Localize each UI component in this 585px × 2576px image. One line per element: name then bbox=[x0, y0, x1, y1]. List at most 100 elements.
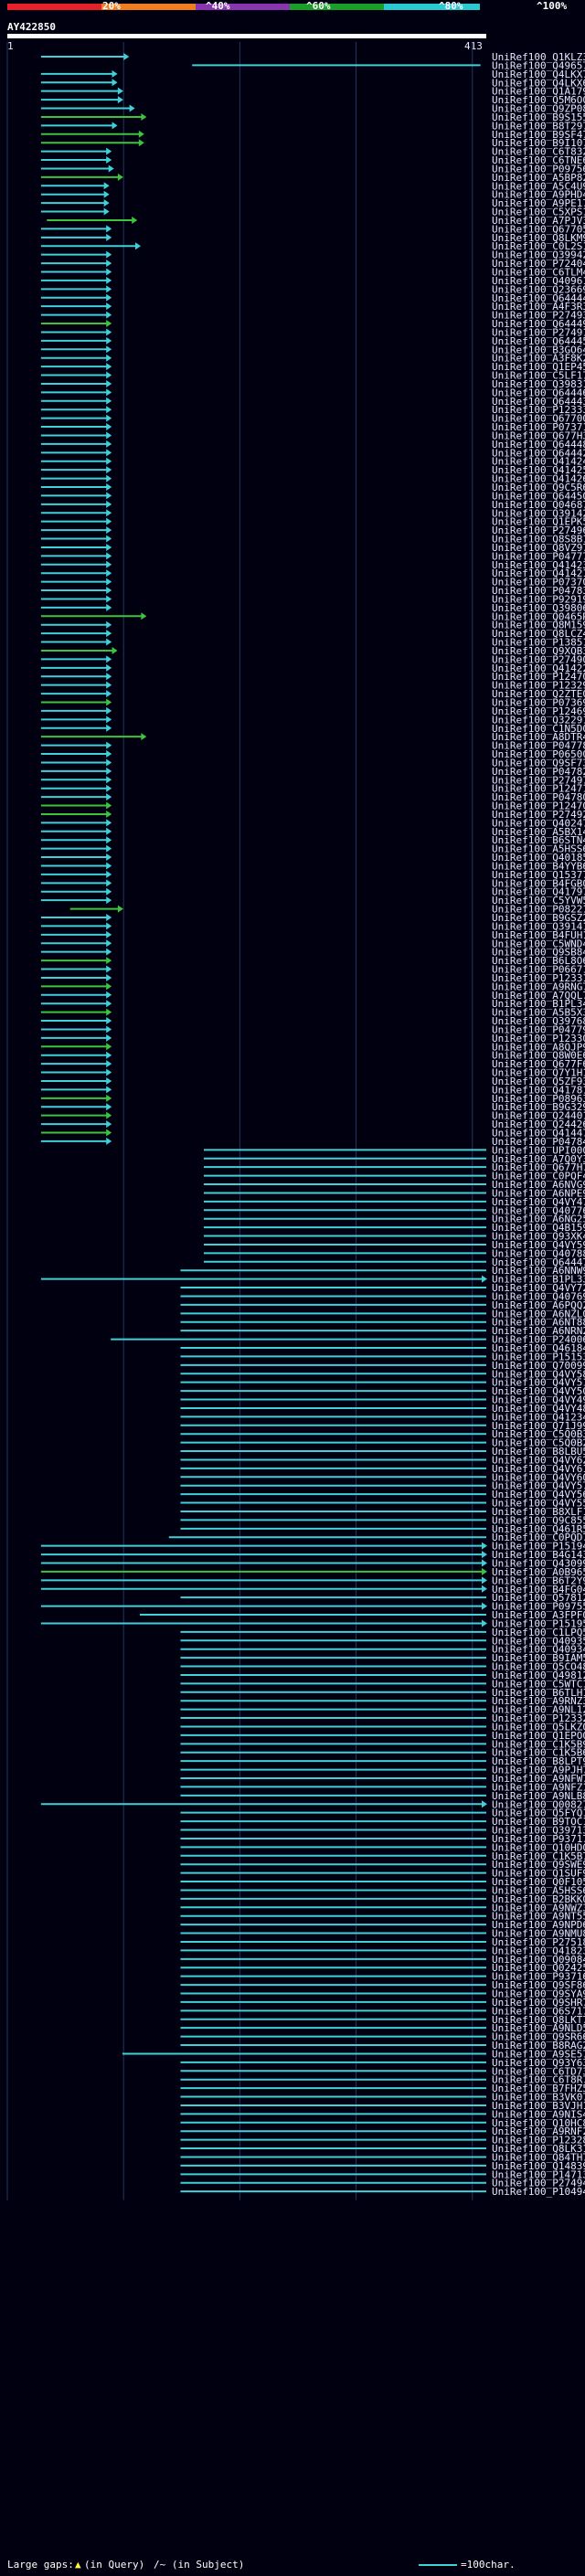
hit-row[interactable]: UniRef100_B7FHZ5 bbox=[180, 2083, 585, 2094]
hit-row[interactable]: UniRef100_C5WTC1 bbox=[180, 1678, 585, 1690]
hit-label[interactable]: UniRef100_P04783 bbox=[492, 585, 585, 597]
hit-row[interactable]: UniRef100_P27518 bbox=[180, 1936, 585, 1948]
hit-row[interactable]: UniRef100_Q0465R bbox=[40, 610, 585, 622]
hit-label[interactable]: UniRef100_A9NWZ3 bbox=[492, 1902, 585, 1913]
hit-label[interactable]: UniRef100_B9I107 bbox=[492, 137, 585, 149]
hit-row[interactable]: UniRef100_Q15377 bbox=[40, 869, 585, 881]
hit-label[interactable]: UniRef100_Q9SB84 bbox=[492, 947, 585, 959]
hit-label[interactable]: UniRef100_Q64449 bbox=[492, 318, 585, 330]
hit-label[interactable]: UniRef100_B8RAG2 bbox=[492, 2040, 585, 2051]
hit-row[interactable]: UniRef100_A6NVG9 bbox=[203, 1179, 585, 1191]
hit-row[interactable]: UniRef100_A9PJH7 bbox=[180, 1765, 585, 1776]
hit-label[interactable]: UniRef100_B9G329 bbox=[492, 1101, 585, 1113]
hit-label[interactable]: UniRef100_A4F3R3 bbox=[492, 301, 585, 313]
hit-row[interactable]: UniRef100_B9G329 bbox=[40, 1101, 585, 1113]
hit-label[interactable]: UniRef100_P08221 bbox=[492, 904, 585, 916]
hit-row[interactable]: UniRef100_A9NFW7 bbox=[180, 1773, 585, 1785]
hit-label[interactable]: UniRef100_Q64450 bbox=[492, 490, 585, 502]
hit-label[interactable]: UniRef100_B8XLF1 bbox=[492, 1506, 585, 1518]
hit-row[interactable]: UniRef100_B9GSZ2 bbox=[40, 912, 585, 924]
hit-label[interactable]: UniRef100_Q9SYA9 bbox=[492, 1988, 585, 2000]
hit-row[interactable]: UniRef100_A3FPF0 bbox=[139, 1609, 585, 1621]
hit-row[interactable]: UniRef100_P07370 bbox=[40, 577, 585, 588]
hit-label[interactable]: UniRef100_Q64447 bbox=[492, 1256, 585, 1268]
hit-row[interactable]: UniRef100_Q1A179 bbox=[40, 86, 585, 98]
hit-row[interactable]: UniRef100_B8T297 bbox=[40, 120, 585, 132]
hit-row[interactable]: UniRef100_A5B5X3 bbox=[40, 1007, 585, 1019]
hit-label[interactable]: UniRef100_B9S155 bbox=[492, 111, 585, 123]
hit-row[interactable]: UniRef100_Q1EPO0 bbox=[180, 1730, 585, 1742]
hit-label[interactable]: UniRef100_C5WTC1 bbox=[492, 1678, 585, 1690]
hit-row[interactable]: UniRef100_Q64450 bbox=[40, 490, 585, 502]
hit-label[interactable]: UniRef100_Q67705 bbox=[492, 223, 585, 235]
hit-label[interactable]: UniRef100_A8QJP9 bbox=[492, 1041, 585, 1053]
hit-row[interactable]: UniRef100_P04780 bbox=[40, 791, 585, 803]
hit-label[interactable]: UniRef100_P12471 bbox=[492, 783, 585, 795]
hit-label[interactable]: UniRef100_Q46184 bbox=[492, 1342, 585, 1354]
hit-row[interactable]: UniRef100_A6NG25 bbox=[203, 1214, 585, 1225]
hit-label[interactable]: UniRef100_A0B965 bbox=[492, 1566, 585, 1578]
hit-label[interactable]: UniRef100_Q24401 bbox=[492, 1110, 585, 1122]
hit-row[interactable]: UniRef100_Q64446 bbox=[40, 387, 585, 398]
hit-row[interactable]: UniRef100_B3VK07 bbox=[180, 2092, 585, 2104]
hit-label[interactable]: UniRef100_Q9C5R6 bbox=[492, 482, 585, 493]
hit-row[interactable]: UniRef100_C6T832 bbox=[40, 146, 585, 158]
hit-row[interactable]: UniRef100_Q09084 bbox=[180, 1954, 585, 1966]
hit-row[interactable]: UniRef100_Q64449 bbox=[40, 318, 585, 330]
hit-label[interactable]: UniRef100_Q4VY60 bbox=[492, 1471, 585, 1483]
hit-row[interactable]: UniRef100_A9NPD6 bbox=[180, 1919, 585, 1931]
hit-row[interactable]: UniRef100_B8LPT9 bbox=[180, 1755, 585, 1767]
hit-row[interactable]: UniRef100_C5XPS1 bbox=[40, 207, 585, 218]
hit-label[interactable]: UniRef100_A5HSS6 bbox=[492, 843, 585, 855]
hit-row[interactable]: UniRef100_Q4LKX6 bbox=[40, 77, 585, 89]
hit-row[interactable]: UniRef100_P06500 bbox=[40, 748, 585, 760]
hit-label[interactable]: UniRef100_P15195 bbox=[492, 1617, 585, 1629]
hit-row[interactable]: UniRef100_Q4VY72 bbox=[180, 1282, 585, 1294]
hit-label[interactable]: UniRef100_P10494 bbox=[492, 2186, 585, 2198]
hit-row[interactable]: UniRef100_A8DTR4 bbox=[40, 731, 585, 743]
hit-row[interactable]: UniRef100_Q9SWE9 bbox=[180, 1859, 585, 1871]
hit-label[interactable]: UniRef100_A9NIS4 bbox=[492, 2108, 585, 2120]
hit-row[interactable]: UniRef100_B4G143 bbox=[40, 1549, 585, 1561]
hit-row[interactable]: UniRef100_Q49812 bbox=[180, 1670, 585, 1681]
hit-row[interactable]: UniRef100_P27497 bbox=[40, 774, 585, 786]
hit-row[interactable]: UniRef100_Q39942 bbox=[40, 249, 585, 261]
hit-label[interactable]: UniRef100_C1LPQ5 bbox=[492, 1627, 585, 1638]
hit-label[interactable]: UniRef100_C5Q0B3 bbox=[492, 1428, 585, 1440]
hit-label[interactable]: UniRef100_Q677H7 bbox=[492, 1161, 585, 1173]
hit-label[interactable]: UniRef100_P27494 bbox=[492, 2178, 585, 2189]
hit-label[interactable]: UniRef100_P04777 bbox=[492, 550, 585, 562]
hit-row[interactable]: UniRef100_Q41424 bbox=[40, 456, 585, 468]
hit-row[interactable]: UniRef100_Q4B159 bbox=[203, 1222, 585, 1234]
hit-row[interactable]: UniRef100_A6NPE9 bbox=[203, 1187, 585, 1199]
hit-label[interactable]: UniRef100_C1N5D0 bbox=[492, 723, 585, 735]
hit-row[interactable]: UniRef100_A0B965 bbox=[40, 1566, 585, 1578]
hit-label[interactable]: UniRef100_B3VJH1 bbox=[492, 2100, 585, 2112]
hit-label[interactable]: UniRef100_B9GSZ2 bbox=[492, 912, 585, 924]
hit-row[interactable]: UniRef100_C1LPQ5 bbox=[180, 1627, 585, 1638]
hit-label[interactable]: UniRef100_Q40961 bbox=[492, 275, 585, 287]
hit-row[interactable]: UniRef100_Q9ZP08 bbox=[40, 103, 585, 115]
hit-label[interactable]: UniRef100_B6STN4 bbox=[492, 834, 585, 846]
hit-row[interactable]: UniRef100_B8XLF1 bbox=[180, 1506, 585, 1518]
hit-row[interactable]: UniRef100_Q39713 bbox=[180, 1825, 585, 1837]
hit-row[interactable]: UniRef100_Q84TH7 bbox=[180, 2151, 585, 2163]
hit-label[interactable]: UniRef100_Q677H3 bbox=[492, 429, 585, 441]
hit-row[interactable]: UniRef100_Q4VY59 bbox=[203, 1239, 585, 1251]
hit-label[interactable]: UniRef100_P04780 bbox=[492, 791, 585, 803]
hit-row[interactable]: UniRef100_Q43099 bbox=[40, 1558, 585, 1570]
hit-label[interactable]: UniRef100_P93717 bbox=[492, 1833, 585, 1845]
hit-row[interactable]: UniRef100_A7Q0Y3 bbox=[203, 1153, 585, 1165]
hit-row[interactable]: UniRef100_A9RNG7 bbox=[40, 981, 585, 992]
hit-label[interactable]: UniRef100_Q8LCZ4 bbox=[492, 628, 585, 640]
hit-row[interactable]: UniRef100_Q9SHR7 bbox=[180, 1997, 585, 2009]
hit-row[interactable]: UniRef100_P12469 bbox=[40, 705, 585, 717]
hit-label[interactable]: UniRef100_A9RNF2 bbox=[492, 2125, 585, 2137]
hit-label[interactable]: UniRef100_Q4VY59 bbox=[492, 1239, 585, 1251]
hit-row[interactable]: UniRef100_Q1SUF9 bbox=[180, 1868, 585, 1880]
hit-label[interactable]: UniRef100_Q9XQB3 bbox=[492, 645, 585, 657]
hit-label[interactable]: UniRef100_P12331 bbox=[492, 972, 585, 984]
hit-label[interactable]: UniRef100_Q64445 bbox=[492, 335, 585, 347]
hit-row[interactable]: UniRef100_Q8LK31 bbox=[180, 2143, 585, 2155]
hit-label[interactable]: UniRef100_Q00827 bbox=[492, 1798, 585, 1810]
